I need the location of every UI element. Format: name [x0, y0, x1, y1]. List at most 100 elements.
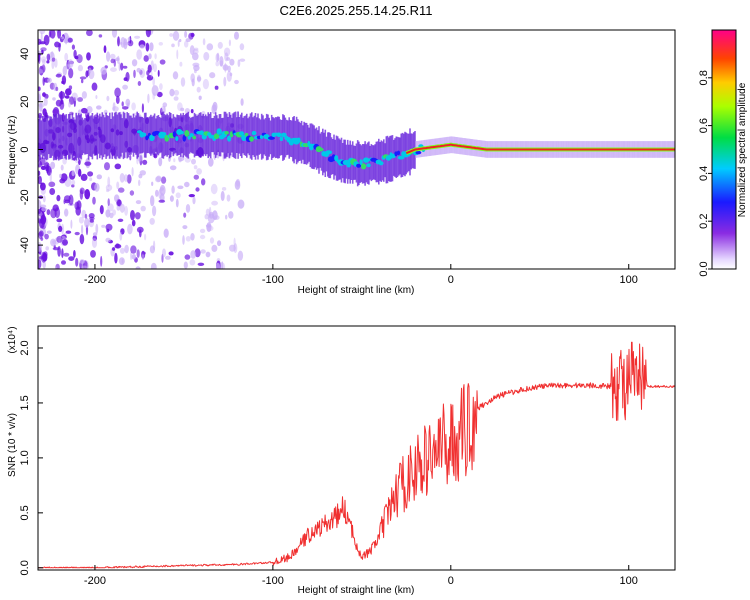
- noise-blob: [107, 176, 111, 188]
- ridge-envelope: [274, 117, 277, 159]
- noise-blob: [208, 206, 212, 218]
- noise-blob: [219, 56, 224, 67]
- noise-blob: [43, 97, 48, 107]
- snr-y-label: SNR (10 * v/v): [7, 413, 18, 477]
- noise-blob: [60, 164, 64, 171]
- noise-blob: [151, 181, 154, 186]
- ridge-core: [296, 137, 301, 143]
- noise-blob: [56, 194, 61, 202]
- noise-blob: [65, 230, 72, 234]
- noise-blob: [61, 260, 66, 265]
- noise-blob: [134, 35, 141, 39]
- ridge-envelope: [66, 118, 69, 155]
- noise-blob: [163, 228, 169, 238]
- noise-blob: [56, 218, 63, 223]
- noise-blob: [143, 55, 149, 62]
- noise-blob: [81, 91, 87, 99]
- noise-blob: [196, 86, 201, 93]
- ridge-envelope: [74, 119, 76, 154]
- noise-blob: [89, 177, 93, 182]
- noise-blob: [121, 101, 124, 107]
- ridge-envelope: [44, 115, 46, 160]
- noise-blob: [114, 244, 122, 249]
- ridge-envelope: [100, 116, 102, 156]
- noise-blob: [205, 208, 210, 216]
- ridge-envelope: [383, 139, 385, 182]
- ridge-envelope: [60, 114, 62, 160]
- ridge-envelope: [64, 115, 66, 159]
- noise-blob: [92, 235, 98, 242]
- noise-blob: [51, 57, 56, 62]
- ridge-envelope: [95, 117, 97, 156]
- ridge-envelope: [188, 116, 191, 154]
- noise-blob: [165, 255, 171, 260]
- ridge-core: [182, 134, 187, 142]
- ridge-core: [259, 135, 264, 139]
- noise-blob: [98, 34, 103, 38]
- noise-blob: [39, 103, 43, 112]
- noise-blob: [71, 44, 75, 50]
- noise-blob: [88, 213, 95, 219]
- ridge-envelope: [396, 136, 399, 177]
- noise-blob: [106, 228, 110, 233]
- noise-blob: [208, 157, 214, 167]
- noise-blob: [145, 30, 151, 38]
- ridge-core: [396, 150, 401, 156]
- noise-blob: [106, 51, 111, 62]
- noise-blob: [55, 266, 58, 269]
- noise-blob: [39, 102, 43, 108]
- noise-blob: [79, 76, 87, 80]
- ridge-envelope: [70, 118, 72, 155]
- spectrogram-x-label: Height of straight line (km): [298, 285, 415, 296]
- noise-blob: [205, 251, 211, 258]
- y-tick-label: -20: [19, 189, 31, 205]
- noise-blob: [202, 78, 209, 90]
- ridge-core: [224, 131, 229, 135]
- y-tick-label: 1.0: [19, 450, 31, 465]
- snr-y-ticks: 0.0 0.5 1.0 1.5 2.0: [19, 340, 43, 575]
- noise-blob: [45, 246, 49, 251]
- ridge-core: [281, 132, 287, 138]
- noise-blob: [193, 165, 198, 170]
- noise-blob: [139, 68, 146, 78]
- ridge-envelope: [85, 118, 87, 155]
- noise-blob: [78, 159, 81, 166]
- ridge-envelope: [328, 132, 330, 178]
- noise-blob: [141, 251, 146, 255]
- noise-blob: [67, 37, 73, 43]
- noise-blob: [42, 195, 46, 203]
- noise-blob: [194, 69, 197, 74]
- snr-panel: -200 -100 0 100 0.0 0.5 1.0 1.5 2.0 Height of s…: [7, 325, 676, 596]
- noise-blob: [131, 102, 136, 111]
- ridge-envelope: [370, 144, 373, 182]
- ridge-envelope: [107, 115, 110, 156]
- ridge-core: [189, 133, 194, 138]
- spectrogram-image: [38, 30, 675, 269]
- ridge-envelope: [104, 117, 106, 155]
- ridge-core: [249, 136, 254, 142]
- noise-blob: [38, 208, 41, 214]
- noise-blob: [156, 175, 162, 182]
- noise-blob: [229, 58, 235, 66]
- noise-blob: [126, 174, 132, 184]
- colorbar-tick-label: 0.2: [698, 214, 710, 229]
- noise-blob: [61, 80, 65, 84]
- noise-blob: [228, 211, 234, 219]
- noise-blob: [209, 72, 216, 79]
- ridge-envelope: [101, 112, 104, 160]
- noise-blob: [105, 237, 111, 243]
- noise-blob: [184, 30, 188, 38]
- ridge-envelope: [381, 141, 384, 181]
- ridge-envelope: [111, 112, 114, 159]
- ridge-core: [199, 130, 204, 136]
- x-tick-label: -200: [84, 575, 106, 587]
- ridge-envelope: [178, 115, 181, 155]
- y-tick-label: 0.5: [19, 505, 31, 520]
- noise-blob: [216, 262, 220, 269]
- noise-blob: [180, 107, 185, 112]
- noise-blob: [130, 245, 137, 254]
- ridge-core: [319, 148, 324, 151]
- ridge-envelope: [338, 138, 340, 180]
- noise-blob: [125, 98, 131, 107]
- noise-blob: [169, 165, 177, 171]
